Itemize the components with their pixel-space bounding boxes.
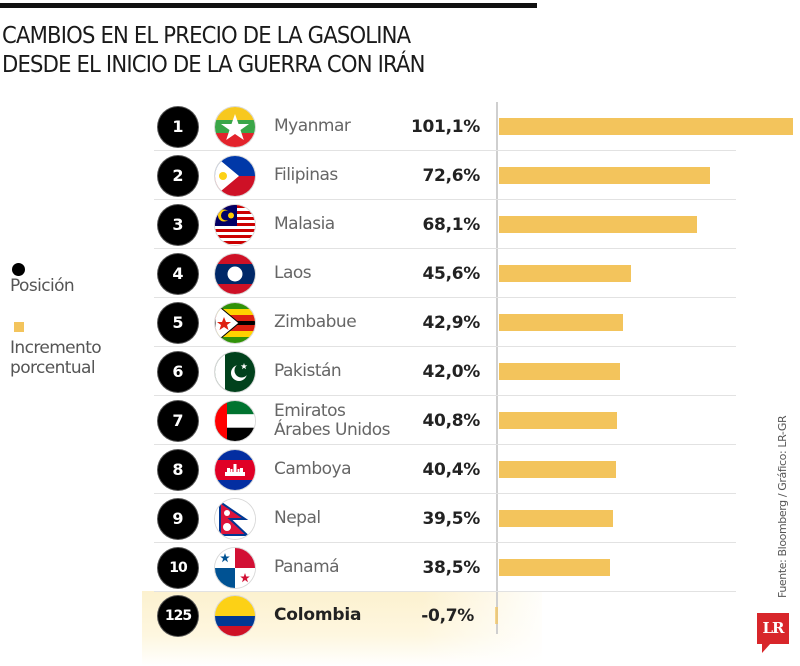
percent-value: 40,4% [422, 459, 481, 480]
rank-badge: 6 [158, 352, 198, 392]
nepal-flag-icon [215, 499, 255, 539]
country-name: Panamá [274, 557, 340, 577]
rank-badge: 2 [158, 156, 198, 196]
legend-increment-label-2: porcentual [10, 358, 96, 378]
country-name: Myanmar [274, 116, 351, 136]
row-divider [154, 150, 736, 151]
increment-bar [499, 314, 623, 331]
lr-logo: LR [757, 613, 789, 644]
table-row: 4 Laos 45,6% [142, 249, 800, 298]
title-line-2: DESDE EL INICIO DE LA GUERRA CON IRÁN [2, 52, 426, 78]
increment-bar [499, 412, 617, 429]
percent-value: 101,1% [410, 116, 480, 137]
lr-logo-speech-tail-icon [762, 643, 771, 653]
increment-bar [499, 167, 710, 184]
table-row: 2 Filipinas 72,6% [142, 151, 800, 200]
row-divider [154, 444, 736, 445]
increment-bar [499, 461, 616, 478]
increment-bar [499, 216, 697, 233]
increment-bar [499, 363, 620, 380]
rank-badge: 125 [158, 596, 198, 636]
table-row: 1 Myanmar 101,1% [142, 102, 800, 151]
rank-badge: 8 [158, 450, 198, 490]
table-row: 5 Zimbabue 42,9% [142, 298, 800, 347]
table-row: 6 Pakistán 42,0% [142, 347, 800, 396]
rank-badge: 9 [158, 499, 198, 539]
legend-position-label: Posición [10, 276, 75, 296]
rank-badge: 7 [158, 401, 198, 441]
malaysia-flag-icon [215, 205, 255, 245]
table-row: 3 Malasia 68,1% [142, 200, 800, 249]
row-divider [154, 542, 736, 543]
country-name: Zimbabue [274, 312, 357, 332]
rank-badge: 3 [158, 205, 198, 245]
ranking-table: 1 Myanmar 101,1% 2 Filipinas 72,6% 3 Mal… [142, 102, 800, 666]
top-rule [0, 3, 537, 8]
percent-value: 40,8% [422, 410, 481, 431]
rank-badge: 10 [158, 548, 198, 588]
increment-bar [499, 559, 610, 576]
row-divider [154, 395, 736, 396]
country-name: Emiratos Árabes Unidos [274, 396, 391, 445]
increment-bar [499, 118, 793, 135]
row-divider [154, 199, 736, 200]
legend: Posición Incremento porcentual [10, 263, 150, 378]
uae-flag-icon [215, 401, 255, 441]
country-name: Filipinas [274, 165, 338, 185]
laos-flag-icon [215, 254, 255, 294]
increment-square-icon [14, 322, 24, 332]
country-name: Nepal [274, 508, 321, 528]
country-name: Pakistán [274, 361, 342, 381]
colombia-highlight-background [142, 591, 542, 666]
country-name: Colombia [274, 605, 362, 625]
row-divider [154, 493, 736, 494]
zimbabwe-flag-icon [215, 303, 255, 343]
percent-value: 72,6% [422, 165, 481, 186]
percent-value: 42,9% [422, 312, 481, 333]
rank-badge: 1 [158, 107, 198, 147]
source-credit: Fuente: Bloomberg / Gráfico: LR-GR [776, 415, 789, 598]
pakistan-flag-icon [215, 352, 255, 392]
country-name: Laos [274, 263, 312, 283]
row-divider [154, 591, 736, 592]
row-divider [154, 248, 736, 249]
bar-axis-line [496, 102, 498, 634]
country-name-line-1: Emiratos [274, 400, 346, 421]
myanmar-flag-icon [215, 107, 255, 147]
philippines-flag-icon [215, 156, 255, 196]
increment-bar [499, 265, 631, 282]
percent-value: -0,7% [421, 605, 474, 626]
percent-value: 42,0% [422, 361, 481, 382]
row-divider [154, 346, 736, 347]
country-name: Camboya [274, 459, 352, 479]
table-row: 10 Panamá 38,5% [142, 543, 800, 592]
cambodia-flag-icon [215, 450, 255, 490]
table-row: 9 Nepal 39,5% [142, 494, 800, 543]
country-name-line-2: Árabes Unidos [274, 419, 391, 440]
table-row: 8 Camboya 40,4% [142, 445, 800, 494]
row-divider [154, 297, 736, 298]
increment-bar [495, 607, 498, 624]
rank-badge: 5 [158, 303, 198, 343]
rank-badge: 4 [158, 254, 198, 294]
table-row: 7 Emiratos Árabes Unidos 40,8% [142, 396, 800, 445]
title-line-1: CAMBIOS EN EL PRECIO DE LA GASOLINA [2, 23, 411, 49]
percent-value: 68,1% [422, 214, 481, 235]
increment-bar [499, 510, 613, 527]
percent-value: 45,6% [422, 263, 481, 284]
percent-value: 38,5% [422, 557, 481, 578]
table-row-highlight: 125 Colombia -0,7% [142, 591, 800, 640]
position-dot-icon [12, 263, 25, 276]
colombia-flag-icon [215, 596, 255, 636]
percent-value: 39,5% [422, 508, 481, 529]
panama-flag-icon [215, 548, 255, 588]
legend-increment-label-1: Incremento [10, 338, 102, 358]
chart-title: CAMBIOS EN EL PRECIO DE LA GASOLINA DESD… [2, 22, 517, 80]
country-name: Malasia [274, 214, 335, 234]
